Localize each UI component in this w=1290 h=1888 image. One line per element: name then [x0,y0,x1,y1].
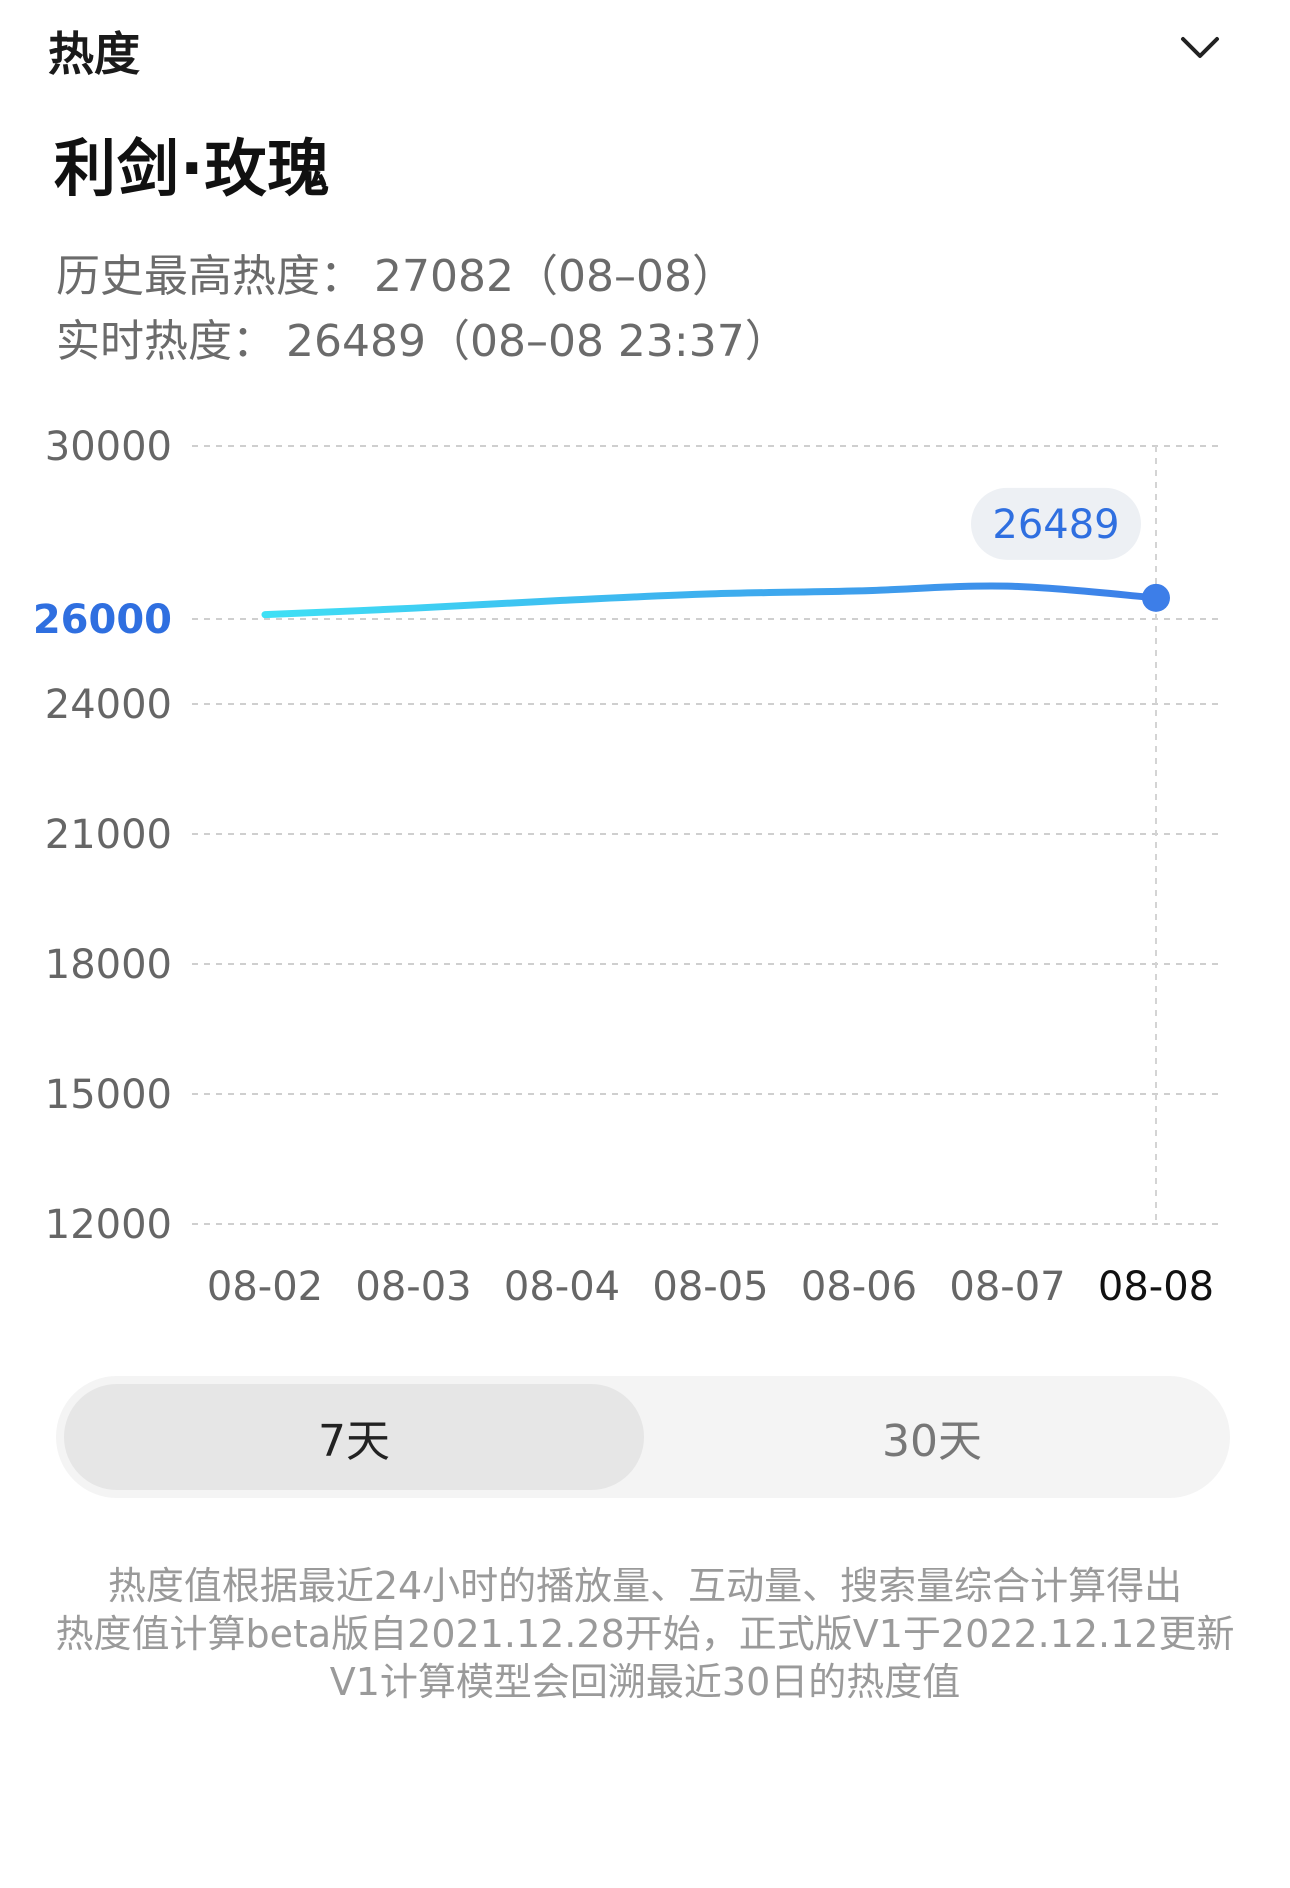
x-tick-label: 08-08 [1098,1264,1214,1310]
collapse-button[interactable] [1172,22,1228,74]
range-toggle: 7天 30天 [56,1376,1230,1498]
chevron-down-icon [1181,37,1219,58]
heat-line-chart: 30000 26000 24000 21000 18000 15000 12000 08-0… [33,424,1222,1310]
y-tick-label: 12000 [45,1202,172,1248]
peak-heat-value: 27082（08–08） [374,251,736,302]
y-tick-label: 15000 [45,1072,172,1118]
range-7-days-button[interactable]: 7天 [64,1384,644,1490]
footnote-line: 热度值根据最近24小时的播放量、互动量、搜索量综合计算得出 [107,1564,1183,1608]
realtime-heat-label: 实时热度： [56,316,276,367]
y-tick-label: 26000 [33,597,172,643]
active-data-point[interactable] [1142,583,1170,612]
heat-series-line [261,582,1160,619]
x-tick-label: 08-03 [355,1264,471,1310]
footnote: 热度值根据最近24小时的播放量、互动量、搜索量综合计算得出 热度值计算beta版… [0,1562,1290,1706]
x-tick-label: 08-02 [207,1264,323,1310]
x-tick-label: 08-07 [949,1264,1065,1310]
realtime-heat-value: 26489（08–08 23:37） [286,316,789,367]
x-tick-label: 08-04 [504,1264,620,1310]
page-title: 利剑·玫瑰 [54,132,331,205]
footnote-line: V1计算模型会回溯最近30日的热度值 [329,1660,961,1704]
x-tick-label: 08-05 [652,1264,768,1310]
y-tick-label: 18000 [45,942,172,988]
tooltip-value: 26489 [992,502,1119,548]
realtime-heat-stat: 实时热度： 26489（08–08 23:37） [56,305,789,369]
peak-heat-stat: 历史最高热度： 27082（08–08） [56,240,736,304]
x-tick-label: 08-06 [801,1264,917,1310]
value-tooltip [971,487,1141,560]
peak-heat-label: 历史最高热度： [56,251,364,302]
y-tick-label: 24000 [45,682,172,728]
y-tick-label: 30000 [45,424,172,470]
section-label: 热度 [48,27,140,81]
y-tick-label: 21000 [45,812,172,858]
footnote-line: 热度值计算beta版自2021.12.28开始，正式版V1于2022.12.12… [55,1612,1235,1656]
range-30-days-button[interactable]: 30天 [882,1416,982,1467]
